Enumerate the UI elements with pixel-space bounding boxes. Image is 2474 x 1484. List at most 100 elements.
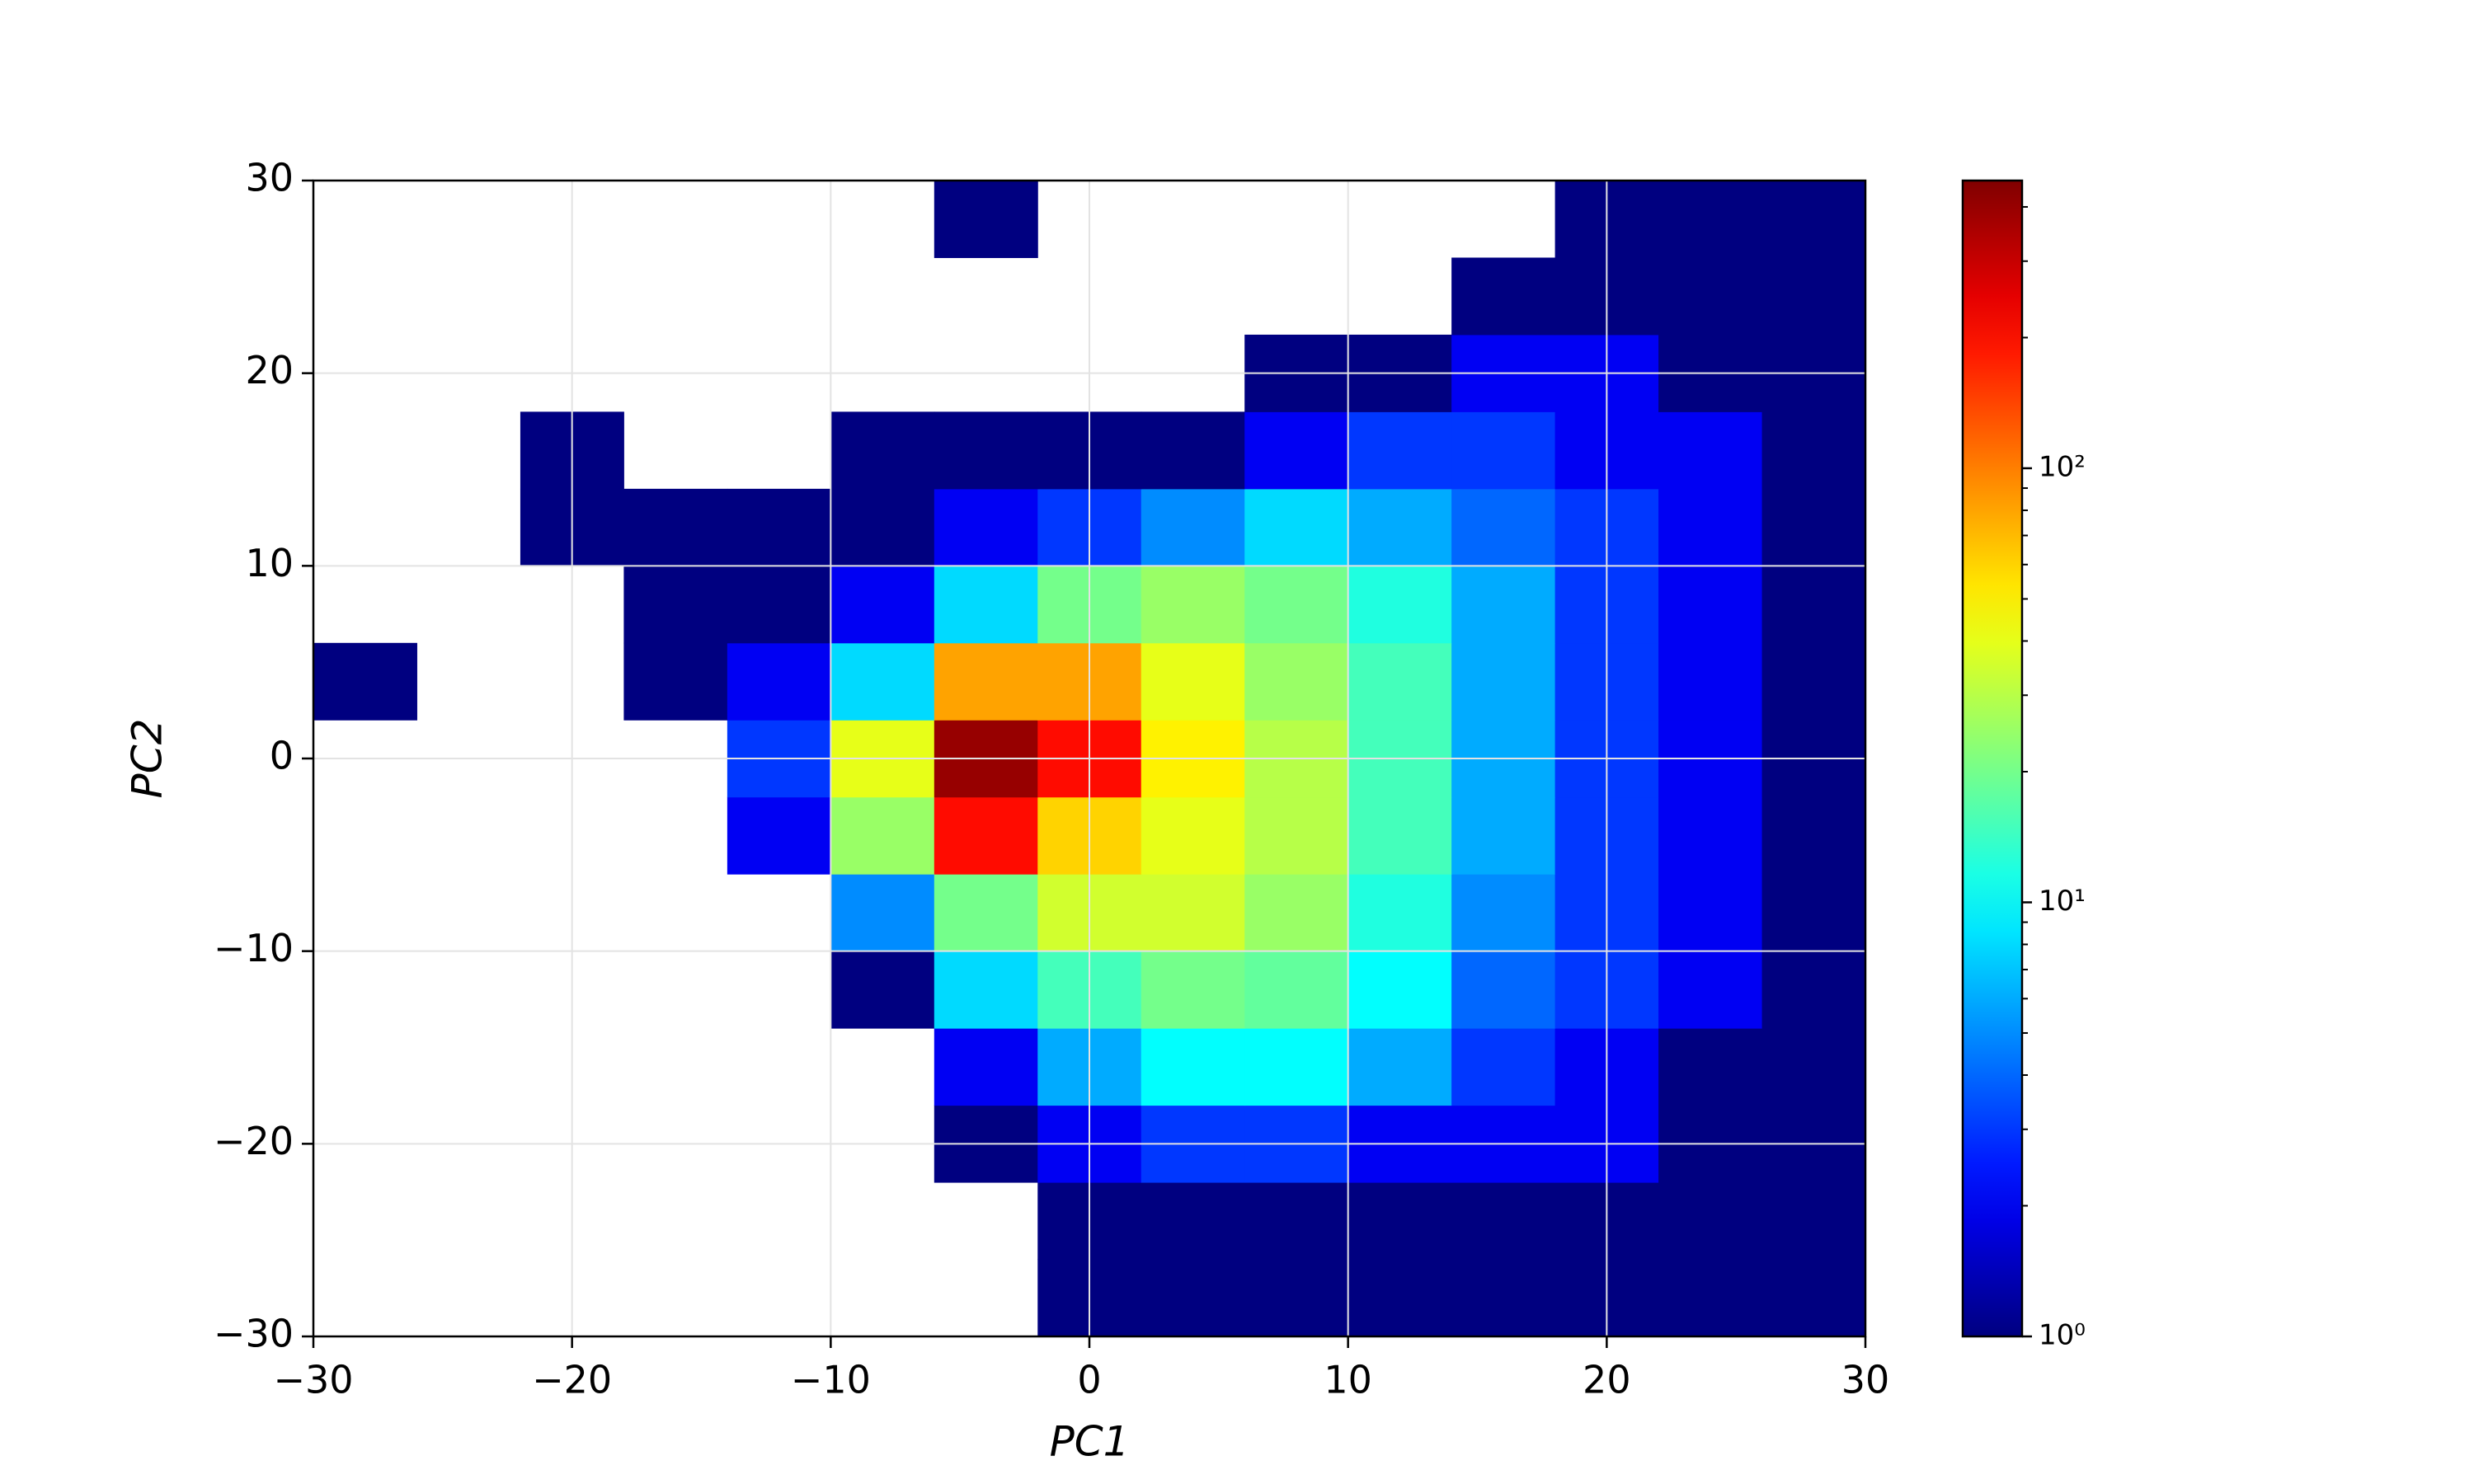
- bin: [1141, 874, 1245, 952]
- bin: [1658, 874, 1763, 952]
- bin: [1141, 1028, 1245, 1106]
- bin: [1761, 1259, 1866, 1337]
- bin: [830, 566, 935, 644]
- bin: [1451, 1182, 1556, 1261]
- bin: [1348, 181, 1452, 258]
- axes: −30 −20 −10 0 10 20 30 −30 −20 −10 0 10 20 30 10⁰ 10¹ 10…: [214, 156, 2086, 1402]
- bin: [934, 566, 1038, 644]
- y-axis-label: PC2: [124, 719, 172, 799]
- bin: [1348, 411, 1452, 490]
- bin: [830, 951, 935, 1029]
- bin: [934, 874, 1038, 952]
- bin: [1141, 1259, 1245, 1337]
- bin: [1244, 566, 1349, 644]
- bin: [1451, 1259, 1556, 1337]
- bin: [934, 642, 1038, 721]
- colorbar-tick-label: 10⁰: [2039, 1319, 2086, 1352]
- bin: [727, 488, 831, 566]
- bin: [1348, 257, 1452, 335]
- bin: [313, 566, 417, 643]
- bin: [313, 489, 417, 566]
- bin: [1244, 874, 1349, 952]
- bin: [1244, 488, 1349, 566]
- bin: [313, 797, 417, 875]
- bin: [1141, 257, 1245, 335]
- bin: [934, 951, 1038, 1029]
- x-tick-label: 30: [1841, 1358, 1890, 1402]
- bin: [1141, 488, 1245, 566]
- bin: [1244, 411, 1349, 490]
- bin: [727, 951, 831, 1029]
- bin: [830, 181, 934, 258]
- bin: [1244, 1182, 1349, 1261]
- bin: [1141, 796, 1245, 875]
- bin: [1761, 796, 1866, 875]
- bin: [727, 1028, 831, 1106]
- bin: [934, 257, 1038, 335]
- bin: [416, 951, 520, 1029]
- bin: [416, 874, 520, 951]
- bin: [1141, 566, 1245, 644]
- bin: [1451, 411, 1556, 490]
- bin: [313, 1028, 417, 1106]
- bin: [1658, 181, 1763, 258]
- bin: [416, 181, 520, 258]
- bin: [830, 1182, 934, 1260]
- bin: [1451, 874, 1556, 952]
- bin: [1761, 411, 1866, 490]
- bin: [623, 488, 728, 566]
- bin: [623, 797, 727, 875]
- bin: [313, 1182, 417, 1260]
- bin: [934, 488, 1038, 566]
- bin: [313, 874, 417, 951]
- bin: [934, 1260, 1038, 1337]
- bin: [830, 1028, 934, 1106]
- bin: [1761, 874, 1866, 952]
- bin: [1348, 1182, 1452, 1261]
- x-tick-label: 0: [1077, 1358, 1101, 1402]
- bin: [1761, 1182, 1866, 1261]
- y-tick-label: 10: [245, 541, 294, 585]
- bin: [416, 1028, 520, 1106]
- bin: [1348, 796, 1452, 875]
- bin: [1141, 1182, 1245, 1261]
- bin: [1761, 488, 1866, 566]
- bin: [416, 1182, 520, 1260]
- y-tick-label: 30: [245, 156, 294, 200]
- bin: [313, 411, 417, 489]
- bin: [830, 642, 935, 721]
- bin: [727, 1182, 831, 1260]
- bin: [727, 796, 831, 875]
- bin: [623, 257, 727, 335]
- bin: [1348, 566, 1452, 644]
- bin: [727, 1260, 831, 1337]
- bin: [1761, 257, 1866, 336]
- bin: [1244, 181, 1348, 258]
- x-tick-label: −10: [791, 1358, 871, 1402]
- bin: [416, 643, 520, 721]
- x-tick-label: −20: [532, 1358, 612, 1402]
- x-tick-label: 20: [1583, 1358, 1631, 1402]
- bin: [1451, 951, 1556, 1029]
- bin: [623, 642, 728, 721]
- bin: [416, 489, 520, 566]
- bin: [830, 796, 935, 875]
- bin: [934, 181, 1038, 258]
- bin: [1348, 1259, 1452, 1337]
- bin: [1658, 951, 1763, 1029]
- bin: [1658, 566, 1763, 644]
- bin: [830, 874, 935, 952]
- bin: [623, 411, 727, 489]
- y-tick-label: −10: [214, 926, 294, 970]
- bin: [313, 951, 417, 1029]
- bin: [313, 257, 417, 335]
- bin: [1451, 488, 1556, 566]
- bin: [727, 566, 831, 644]
- bin: [1658, 1259, 1763, 1337]
- bin: [727, 874, 831, 951]
- colorbar-tick-label: 10¹: [2039, 885, 2086, 918]
- bin: [1244, 642, 1349, 721]
- bin: [623, 1260, 727, 1337]
